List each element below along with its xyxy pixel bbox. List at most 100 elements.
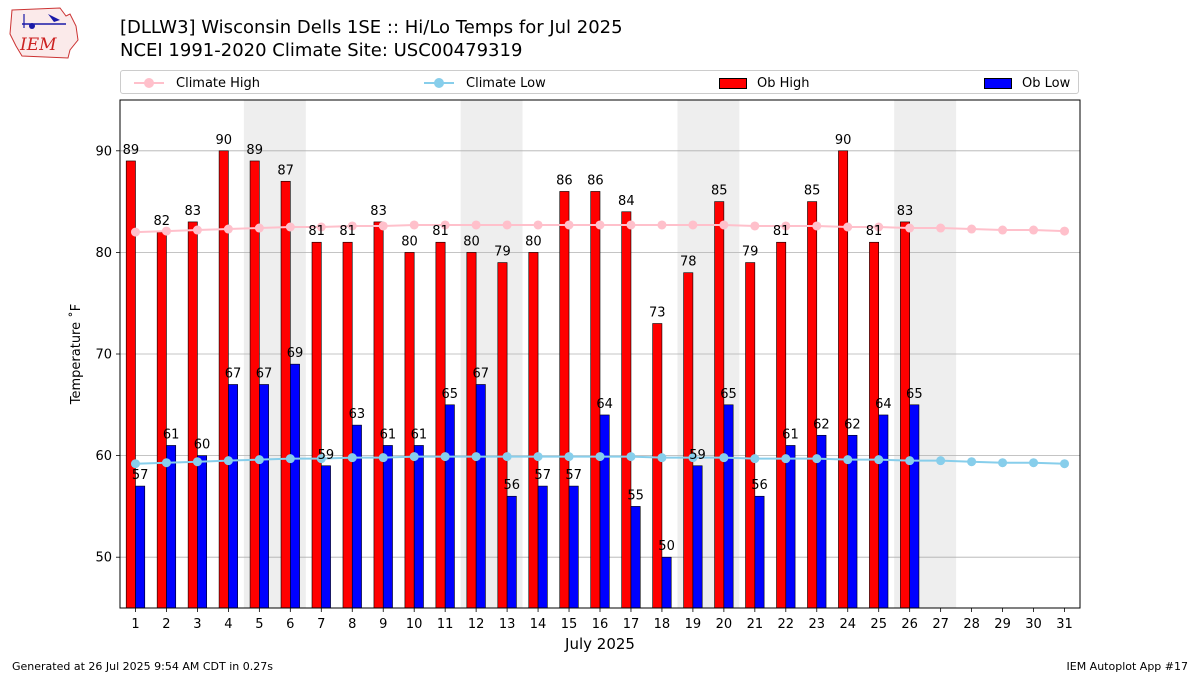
- climate-high-point: [409, 220, 419, 230]
- ob-high-label: 83: [897, 204, 914, 219]
- ob-high-label: 81: [308, 224, 325, 239]
- climate-high-point: [440, 220, 450, 230]
- ob-low-label: 65: [720, 387, 737, 402]
- x-tick-label: 4: [224, 617, 232, 632]
- ob-low-bar: [599, 414, 610, 609]
- ob-low-label: 62: [813, 417, 830, 432]
- legend-label-ob-low: Ob Low: [1022, 75, 1071, 91]
- ob-low-bar: [785, 445, 796, 609]
- ob-low-bar: [692, 465, 703, 609]
- x-tick-label: 3: [193, 617, 201, 632]
- climate-low-point: [564, 452, 574, 462]
- ob-low-label: 59: [689, 448, 706, 463]
- climate-low-point: [347, 453, 357, 463]
- x-tick-label: 28: [963, 617, 980, 632]
- climate-low-point: [1029, 458, 1039, 468]
- x-tick-label: 24: [839, 617, 856, 632]
- climate-high-point: [1060, 226, 1070, 236]
- climate-high-point: [192, 225, 202, 235]
- ob-high-bar: [745, 262, 756, 609]
- ob-low-label: 65: [442, 387, 459, 402]
- x-tick-label: 14: [530, 617, 547, 632]
- ob-low-bar: [413, 445, 424, 609]
- climate-low-point: [595, 452, 605, 462]
- x-tick-label: 19: [685, 617, 702, 632]
- ob-high-label: 83: [370, 204, 387, 219]
- climate-high-point: [285, 222, 295, 232]
- ob-low-bar: [909, 404, 920, 609]
- legend-swatch-ob-high: [719, 77, 747, 89]
- ob-high-bar: [466, 252, 477, 609]
- ob-low-label: 63: [349, 407, 366, 422]
- legend-item-climate-high: Climate High: [134, 71, 260, 95]
- x-tick-label: 12: [468, 617, 485, 632]
- ob-high-label: 81: [866, 224, 883, 239]
- climate-low-point: [657, 453, 667, 463]
- logo-text: IEM: [19, 35, 57, 55]
- ob-low-bar: [320, 465, 331, 609]
- ob-low-bar: [475, 384, 486, 609]
- ob-low-label: 67: [225, 366, 242, 381]
- climate-low-point: [130, 459, 140, 469]
- ob-high-bar: [156, 231, 167, 609]
- climate-low-point: [719, 453, 729, 463]
- ob-low-label: 61: [380, 427, 397, 442]
- ob-high-label: 86: [556, 173, 573, 188]
- ob-low-label: 50: [658, 539, 675, 554]
- ob-low-label: 67: [473, 366, 490, 381]
- climate-high-point: [905, 223, 915, 233]
- x-tick-label: 26: [901, 617, 918, 632]
- x-tick-label: 30: [1025, 617, 1042, 632]
- ob-high-bar: [776, 241, 787, 609]
- climate-high-point: [843, 222, 853, 232]
- ob-low-label: 60: [194, 438, 211, 453]
- x-tick-label: 5: [255, 617, 263, 632]
- legend-label-ob-high: Ob High: [757, 75, 810, 91]
- x-tick-label: 22: [778, 617, 795, 632]
- legend-item-ob-low: Ob Low: [984, 71, 1070, 95]
- climate-high-point: [688, 220, 698, 230]
- ob-low-bar: [537, 485, 548, 609]
- ob-high-label: 78: [680, 255, 697, 270]
- legend-item-climate-low: Climate Low: [424, 71, 546, 95]
- climate-low-point: [843, 455, 853, 465]
- ob-high-label: 81: [773, 224, 790, 239]
- legend-swatch-ob-low: [984, 77, 1012, 89]
- climate-high-point: [316, 222, 326, 232]
- ob-high-label: 73: [649, 306, 666, 321]
- ob-low-label: 69: [287, 346, 304, 361]
- climate-high-point: [595, 220, 605, 230]
- ob-low-bar: [661, 556, 672, 609]
- x-tick-label: 31: [1056, 617, 1073, 632]
- ob-low-bar: [259, 384, 269, 609]
- ob-low-label: 67: [256, 366, 273, 381]
- climate-low-point: [626, 452, 636, 462]
- climate-high-point: [998, 225, 1008, 235]
- ob-high-label: 80: [525, 234, 542, 249]
- ob-low-label: 64: [596, 397, 613, 412]
- ob-high-bar: [280, 180, 291, 609]
- climate-high-point: [750, 221, 760, 231]
- x-tick-label: 25: [870, 617, 887, 632]
- iem-logo: IEM: [8, 6, 82, 60]
- ob-low-label: 64: [875, 397, 892, 412]
- x-tick-label: 17: [623, 617, 640, 632]
- x-tick-label: 27: [932, 617, 949, 632]
- ob-high-label: 85: [804, 184, 821, 199]
- ob-high-label: 82: [154, 214, 171, 229]
- x-tick-label: 2: [162, 617, 170, 632]
- x-tick-label: 23: [809, 617, 826, 632]
- climate-high-point: [130, 227, 140, 237]
- ob-high-bar: [683, 272, 694, 609]
- climate-low-point: [285, 454, 295, 464]
- ob-high-label: 89: [123, 143, 140, 158]
- climate-low-point: [967, 457, 977, 467]
- ob-high-bar: [342, 241, 353, 609]
- climate-low-point: [409, 452, 419, 462]
- climate-low-point: [161, 458, 171, 468]
- ob-low-label: 61: [782, 427, 799, 442]
- x-tick-label: 15: [561, 617, 578, 632]
- ob-low-label: 62: [844, 417, 861, 432]
- chart-legend: Climate High Climate Low Ob High Ob Low: [120, 70, 1079, 94]
